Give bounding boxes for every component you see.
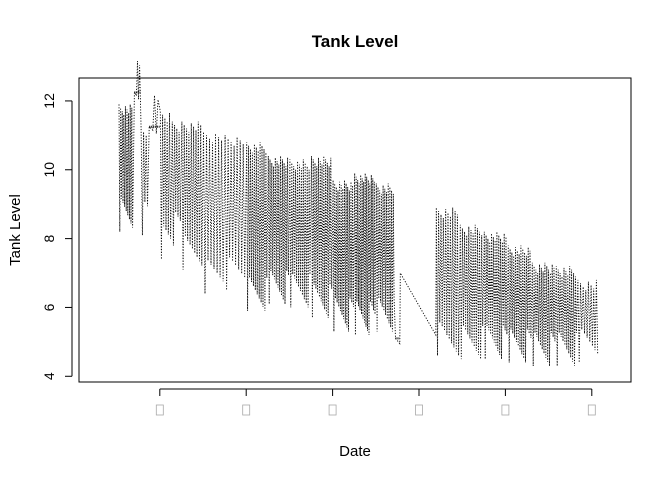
x-tick-label bbox=[242, 404, 251, 416]
x-tick-label bbox=[415, 404, 423, 416]
plot-frame bbox=[78, 77, 632, 383]
y-tick-label: 6 bbox=[41, 303, 57, 311]
y-tick-label: 4 bbox=[41, 372, 57, 380]
x-tick-label bbox=[501, 404, 510, 416]
series-line bbox=[118, 60, 599, 367]
y-axis: 4 6 8 10 12 bbox=[41, 93, 73, 380]
y-tick-label: 8 bbox=[41, 235, 57, 243]
y-tick-label: 12 bbox=[41, 93, 57, 109]
y-axis-label: Tank Level bbox=[7, 194, 24, 266]
chart-title: Tank Level bbox=[312, 32, 399, 51]
y-tick-label: 10 bbox=[41, 162, 57, 178]
x-tick-label bbox=[587, 404, 596, 416]
x-tick-label bbox=[328, 404, 337, 416]
x-axis-label: Date bbox=[339, 443, 371, 460]
x-tick-label bbox=[155, 404, 164, 416]
series-layer bbox=[118, 60, 599, 367]
x-axis bbox=[155, 388, 596, 416]
